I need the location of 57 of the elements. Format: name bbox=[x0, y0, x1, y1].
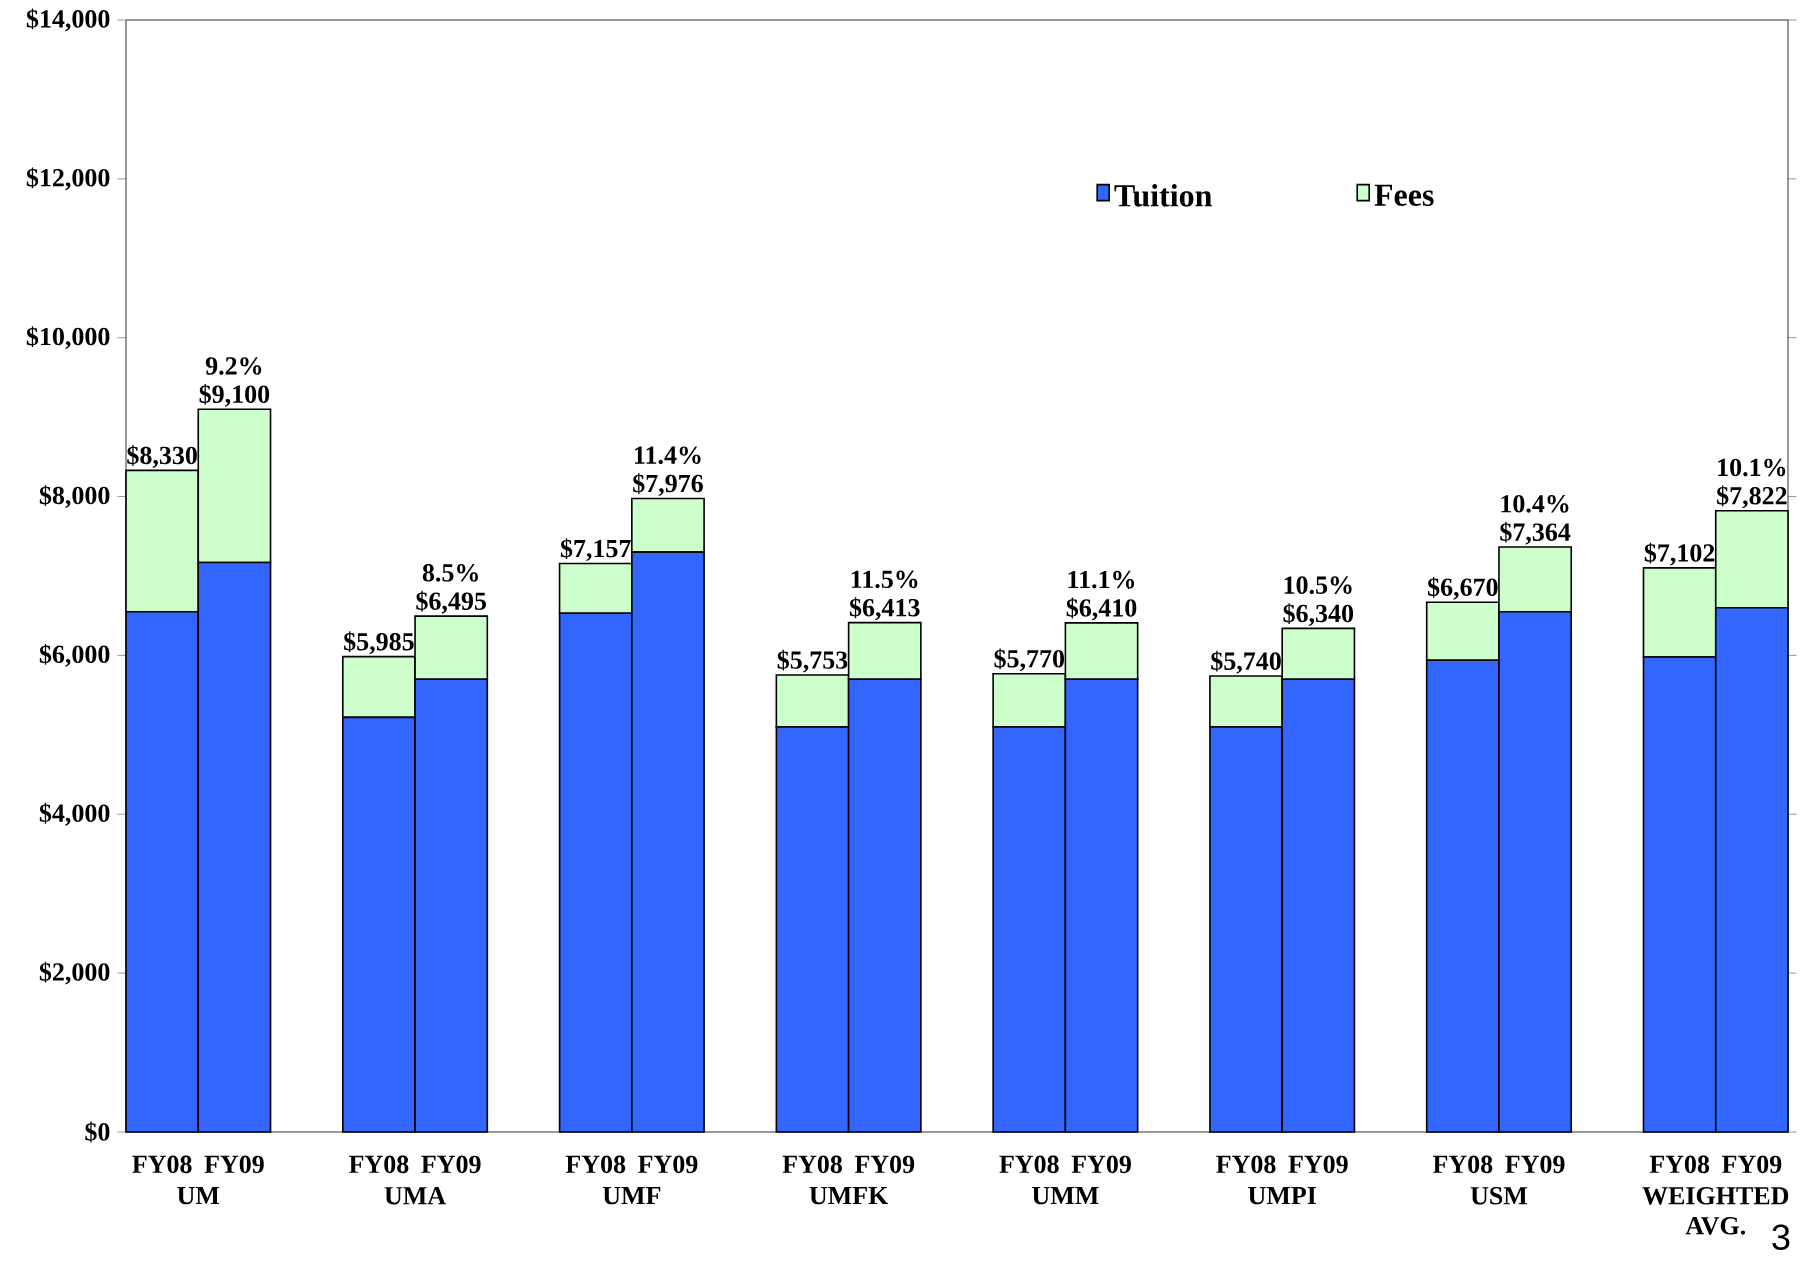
annotation: 9.2% bbox=[205, 357, 262, 375]
annotation: 10.1% bbox=[1718, 458, 1786, 477]
x-tick-label: FY08 bbox=[1432, 1155, 1493, 1174]
annotation: 11.1% bbox=[1068, 570, 1135, 589]
text: UMA bbox=[384, 1187, 446, 1205]
y-tick-label: $12,000 bbox=[26, 167, 110, 191]
text: UMFK bbox=[809, 1187, 889, 1205]
text: UMF bbox=[602, 1187, 661, 1205]
y-tick-label: $10,000 bbox=[26, 326, 110, 350]
text: UM bbox=[177, 1187, 220, 1205]
total-label: $7,364 bbox=[1500, 521, 1571, 545]
y-tick-label: $2,000 bbox=[39, 961, 110, 985]
x-tick-label: FY08 bbox=[1216, 1155, 1276, 1174]
x-tick-label: FY09 bbox=[854, 1155, 915, 1174]
text: UMPI bbox=[1248, 1187, 1316, 1205]
annotation: 10.5% bbox=[1284, 576, 1352, 595]
total-label: $5,753 bbox=[777, 649, 848, 673]
annotation: 11.4% bbox=[635, 446, 701, 465]
y-tick-label: $8,000 bbox=[39, 485, 110, 508]
y-tick-label: $6,000 bbox=[39, 643, 110, 667]
x-tick-label: FY08 bbox=[132, 1155, 192, 1174]
total-label: $6,413 bbox=[849, 597, 920, 621]
x-tick-label: FY08 bbox=[349, 1155, 409, 1174]
x-tick-label: FY08 bbox=[999, 1155, 1059, 1174]
total-label: $5,985 bbox=[344, 631, 414, 655]
x-tick-label: FY09 bbox=[638, 1155, 698, 1174]
text: USM bbox=[1470, 1187, 1528, 1205]
y-tick-label: $14,000 bbox=[26, 8, 110, 32]
total-label: $6,495 bbox=[416, 590, 486, 614]
legend-label: Fees bbox=[1374, 184, 1434, 206]
annotation: 10.4% bbox=[1501, 495, 1569, 513]
x-tick-label: FY09 bbox=[421, 1155, 481, 1174]
total-label: $8,330 bbox=[127, 445, 197, 468]
x-tick-label: FY09 bbox=[1288, 1155, 1348, 1174]
total-label: $7,102 bbox=[1644, 542, 1715, 566]
total-label: $9,100 bbox=[199, 383, 270, 407]
text: UMM bbox=[1032, 1187, 1099, 1205]
legend-label: Tuition bbox=[1114, 184, 1212, 207]
total-label: $5,770 bbox=[994, 648, 1065, 672]
total-label: $7,157 bbox=[560, 538, 631, 562]
x-tick-label: FY08 bbox=[565, 1155, 626, 1174]
total-label: $7,976 bbox=[633, 473, 703, 497]
x-tick-label: FY09 bbox=[1505, 1155, 1565, 1174]
x-tick-label: FY08 bbox=[1649, 1155, 1710, 1174]
total-label: $6,670 bbox=[1428, 576, 1498, 600]
total-label: $6,410 bbox=[1066, 597, 1137, 621]
total-label: $6,340 bbox=[1283, 603, 1354, 626]
y-tick-label: $4,000 bbox=[39, 802, 110, 826]
x-tick-label: FY08 bbox=[782, 1155, 842, 1174]
annotation: 8.5% bbox=[422, 564, 478, 582]
annotation: 11.5% bbox=[851, 570, 918, 589]
x-tick-label: FY09 bbox=[1071, 1155, 1131, 1174]
x-tick-label: FY09 bbox=[204, 1155, 264, 1174]
total-label: $5,740 bbox=[1211, 650, 1281, 674]
y-tick-label: $0 bbox=[85, 1121, 110, 1143]
total-label: $7,822 bbox=[1717, 485, 1787, 509]
x-tick-label: FY09 bbox=[1721, 1155, 1782, 1174]
